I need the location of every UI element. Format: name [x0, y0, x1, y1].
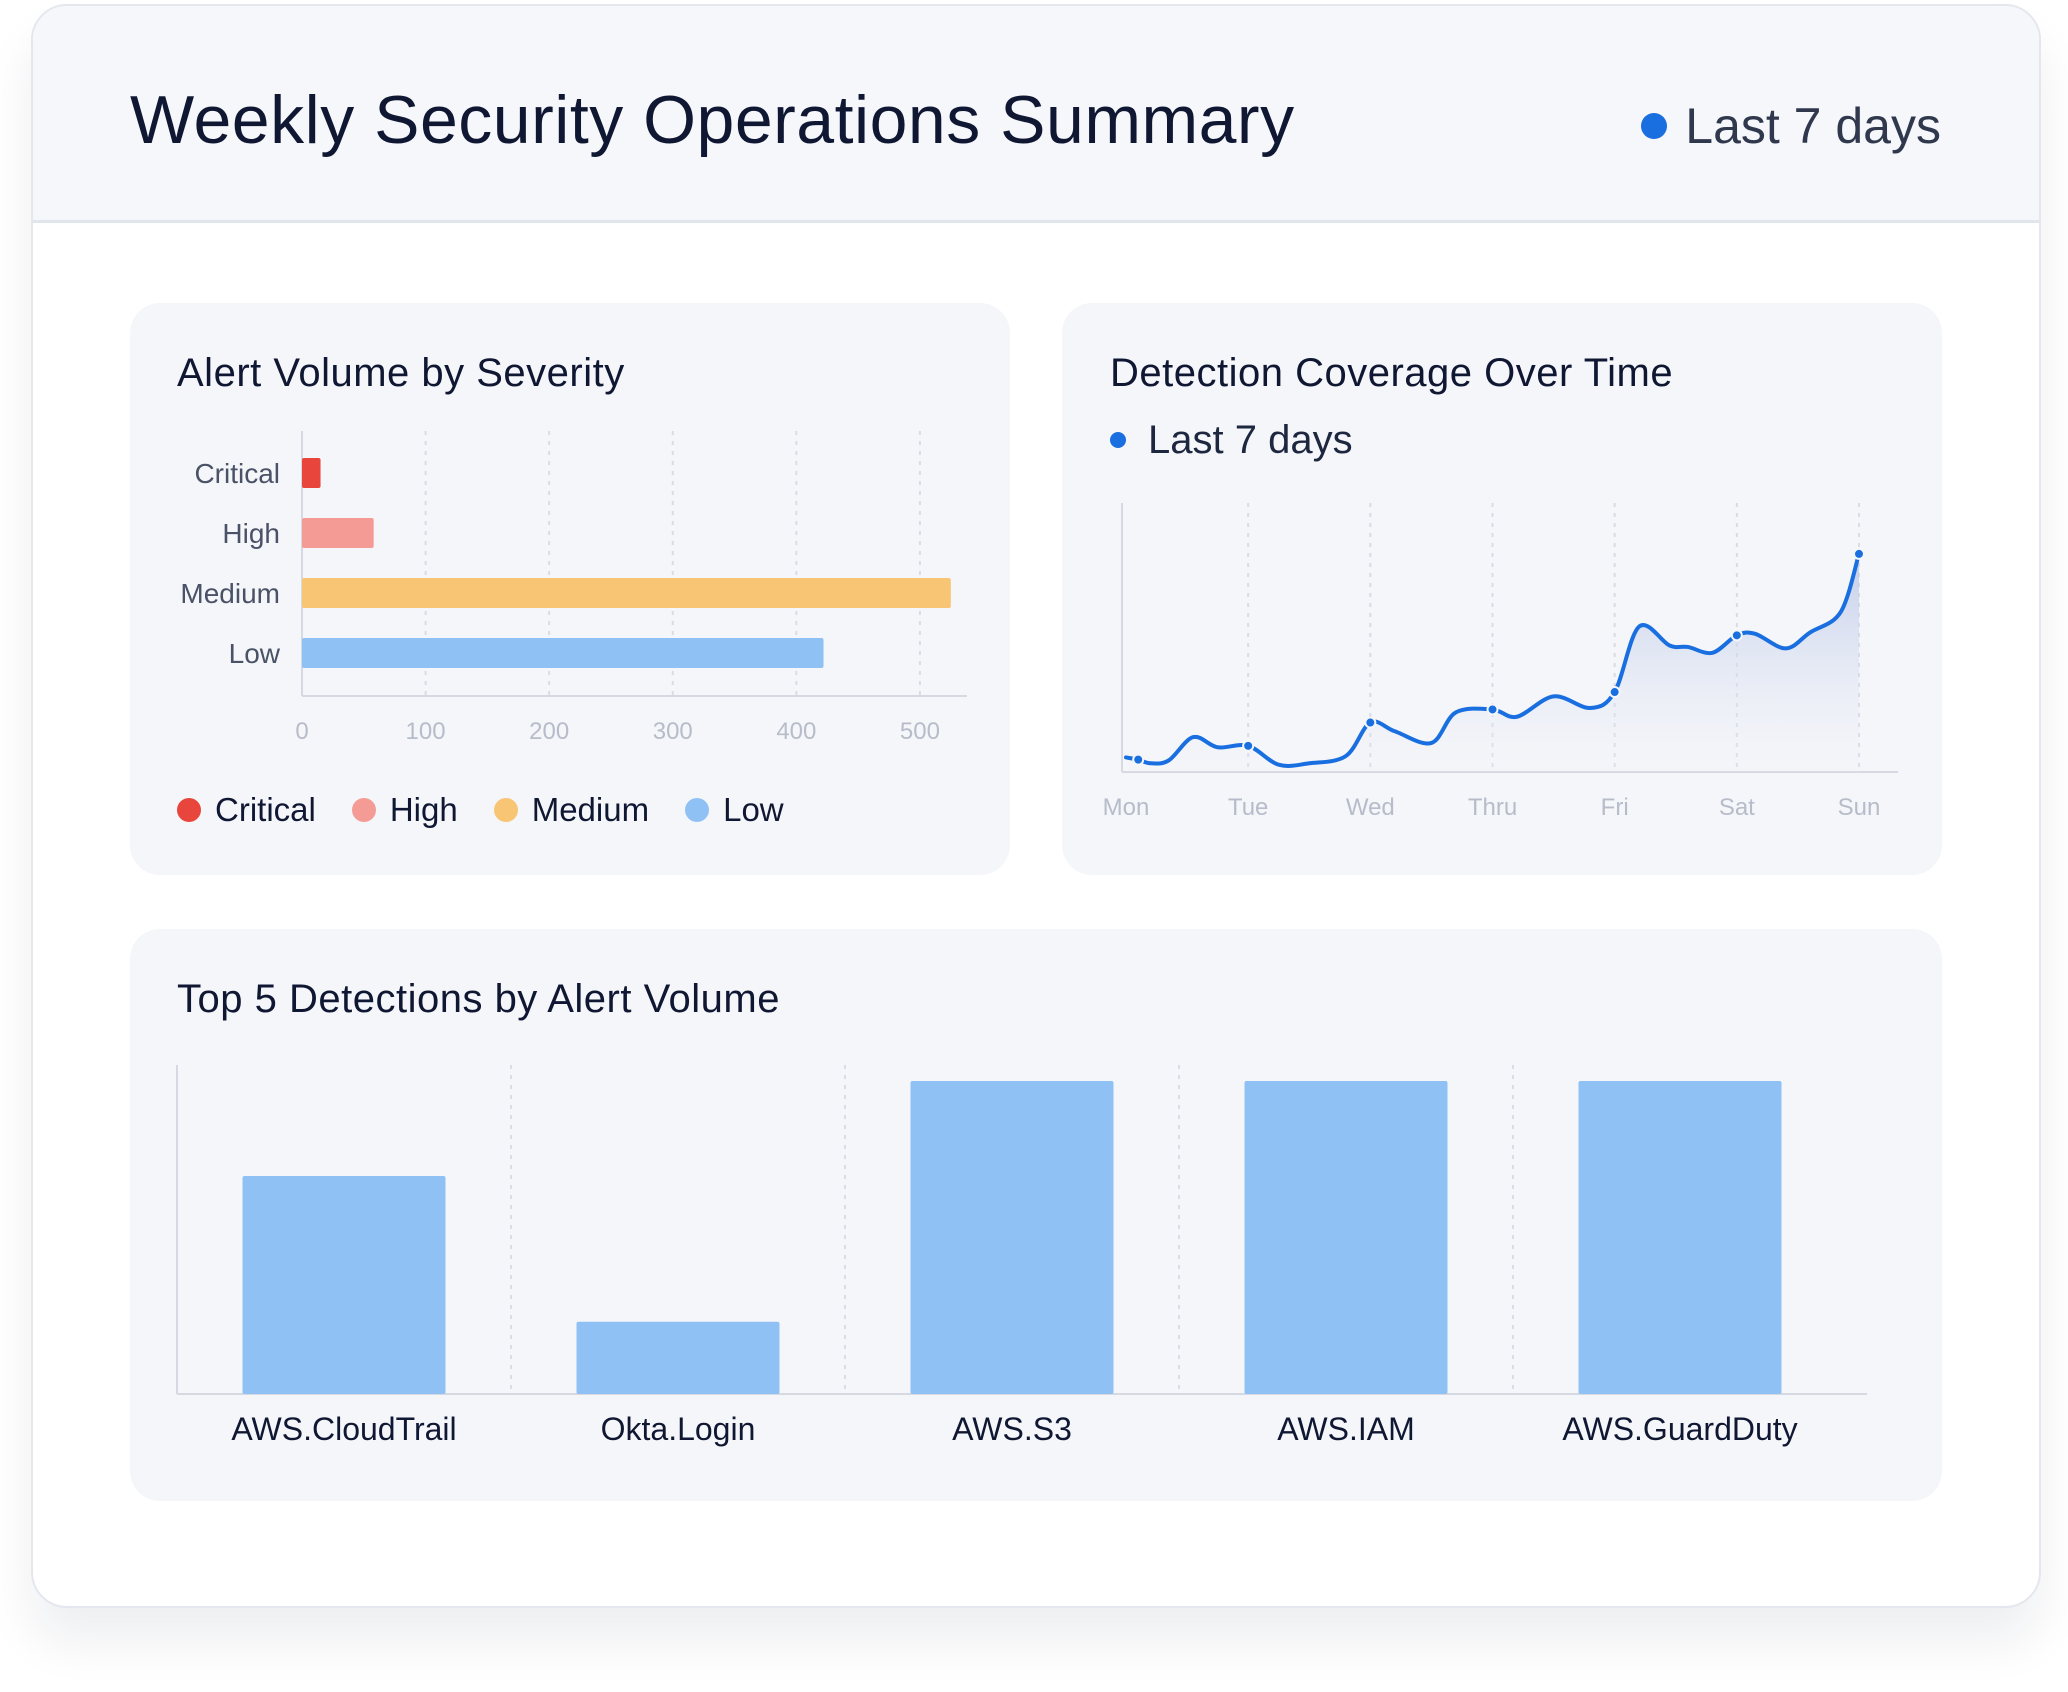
date-range-label: Last 7 days [1685, 98, 1941, 154]
severity-bar-medium [302, 578, 951, 608]
legend-item-critical[interactable]: Critical [177, 791, 316, 829]
coverage-tick-label-fri: Fri [1601, 794, 1629, 821]
severity-card-title: Alert Volume by Severity [177, 351, 625, 395]
legend-item-medium[interactable]: Medium [493, 791, 650, 829]
detections-category-label-aws-cloudtrail: AWS.CloudTrail [231, 1411, 456, 1447]
severity-bar-critical [302, 458, 321, 488]
severity-category-label-critical: Critical [194, 458, 280, 489]
severity-tick-label-200: 200 [529, 718, 569, 745]
detections-card-title: Top 5 Detections by Alert Volume [177, 977, 780, 1021]
severity-category-label-low: Low [229, 638, 281, 669]
legend-item-low[interactable]: Low [685, 791, 784, 829]
range-status-dot [1641, 113, 1668, 139]
coverage-point-fri [1608, 686, 1621, 699]
severity-tick-label-0: 0 [295, 718, 308, 745]
coverage-legend-dot [1110, 432, 1126, 448]
coverage-point-mon [1132, 753, 1145, 766]
coverage-point-wed [1364, 716, 1377, 729]
severity-legend: Critical High Medium Low [177, 789, 820, 831]
coverage-area-fill [1126, 553, 1859, 772]
detections-category-label-aws-guardduty: AWS.GuardDuty [1562, 1411, 1797, 1447]
coverage-card: Detection Coverage Over Time Last 7 days… [1062, 303, 1942, 875]
coverage-card-title: Detection Coverage Over Time [1110, 351, 1674, 395]
dashboard-header: Weekly Security Operations Summary Last … [33, 6, 2039, 223]
coverage-chart: Mon Tue Wed Thru Fri Sat Sun [1103, 503, 1898, 821]
severity-chart: 0 100 200 300 400 500 Critical High Medium Low [180, 431, 967, 745]
legend-dot-medium [493, 798, 518, 822]
severity-bar-high [302, 518, 374, 548]
detections-bar-okta-login [576, 1321, 780, 1394]
page-title: Weekly Security Operations Summary [130, 82, 1295, 158]
severity-tick-label-300: 300 [653, 718, 693, 745]
detections-category-label-aws-iam: AWS.IAM [1277, 1411, 1414, 1447]
coverage-point-sat [1730, 629, 1743, 642]
severity-category-label-medium: Medium [180, 578, 280, 609]
coverage-legend-label: Last 7 days [1148, 417, 1353, 462]
detections-category-label-aws-s3: AWS.S3 [952, 1411, 1072, 1447]
coverage-tick-label-sun: Sun [1838, 794, 1881, 821]
date-range-indicator[interactable]: Last 7 days [1641, 98, 1941, 154]
coverage-point-tue [1242, 739, 1255, 752]
legend-label-critical: Critical [215, 791, 316, 828]
coverage-point-thru [1486, 703, 1499, 716]
coverage-legend: Last 7 days [1110, 415, 1353, 465]
severity-tick-label-100: 100 [406, 718, 446, 745]
severity-tick-label-500: 500 [900, 718, 940, 745]
legend-item-high[interactable]: High [351, 791, 458, 829]
legend-label-medium: Medium [531, 791, 650, 828]
coverage-tick-label-mon: Mon [1103, 794, 1150, 821]
detections-bar-aws-guardduty [1578, 1081, 1782, 1394]
legend-label-low: Low [723, 791, 784, 828]
detections-bar-aws-iam [1244, 1081, 1448, 1394]
detections-bar-aws-cloudtrail [242, 1176, 446, 1394]
coverage-tick-label-wed: Wed [1346, 794, 1395, 821]
coverage-tick-label-tue: Tue [1228, 794, 1268, 821]
coverage-tick-label-sat: Sat [1719, 794, 1755, 821]
coverage-tick-label-thru: Thru [1468, 794, 1517, 821]
legend-dot-critical [177, 798, 201, 822]
severity-bar-low [302, 638, 824, 668]
severity-card: Alert Volume by Severity 0 100 200 300 400 50… [130, 303, 1010, 875]
legend-dot-low [685, 798, 710, 822]
legend-label-high: High [389, 791, 458, 828]
severity-tick-label-400: 400 [776, 718, 816, 745]
coverage-point-sun [1853, 547, 1865, 560]
detections-bar-aws-s3 [910, 1081, 1114, 1394]
severity-category-label-high: High [222, 518, 280, 549]
detections-chart: AWS.CloudTrail Okta.Login AWS.S3 AWS.IAM AWS… [176, 1065, 1867, 1447]
detections-card: Top 5 Detections by Alert Volume AWS.Clo… [130, 929, 1942, 1501]
legend-dot-high [351, 798, 376, 822]
detections-category-label-okta-login: Okta.Login [601, 1411, 756, 1447]
